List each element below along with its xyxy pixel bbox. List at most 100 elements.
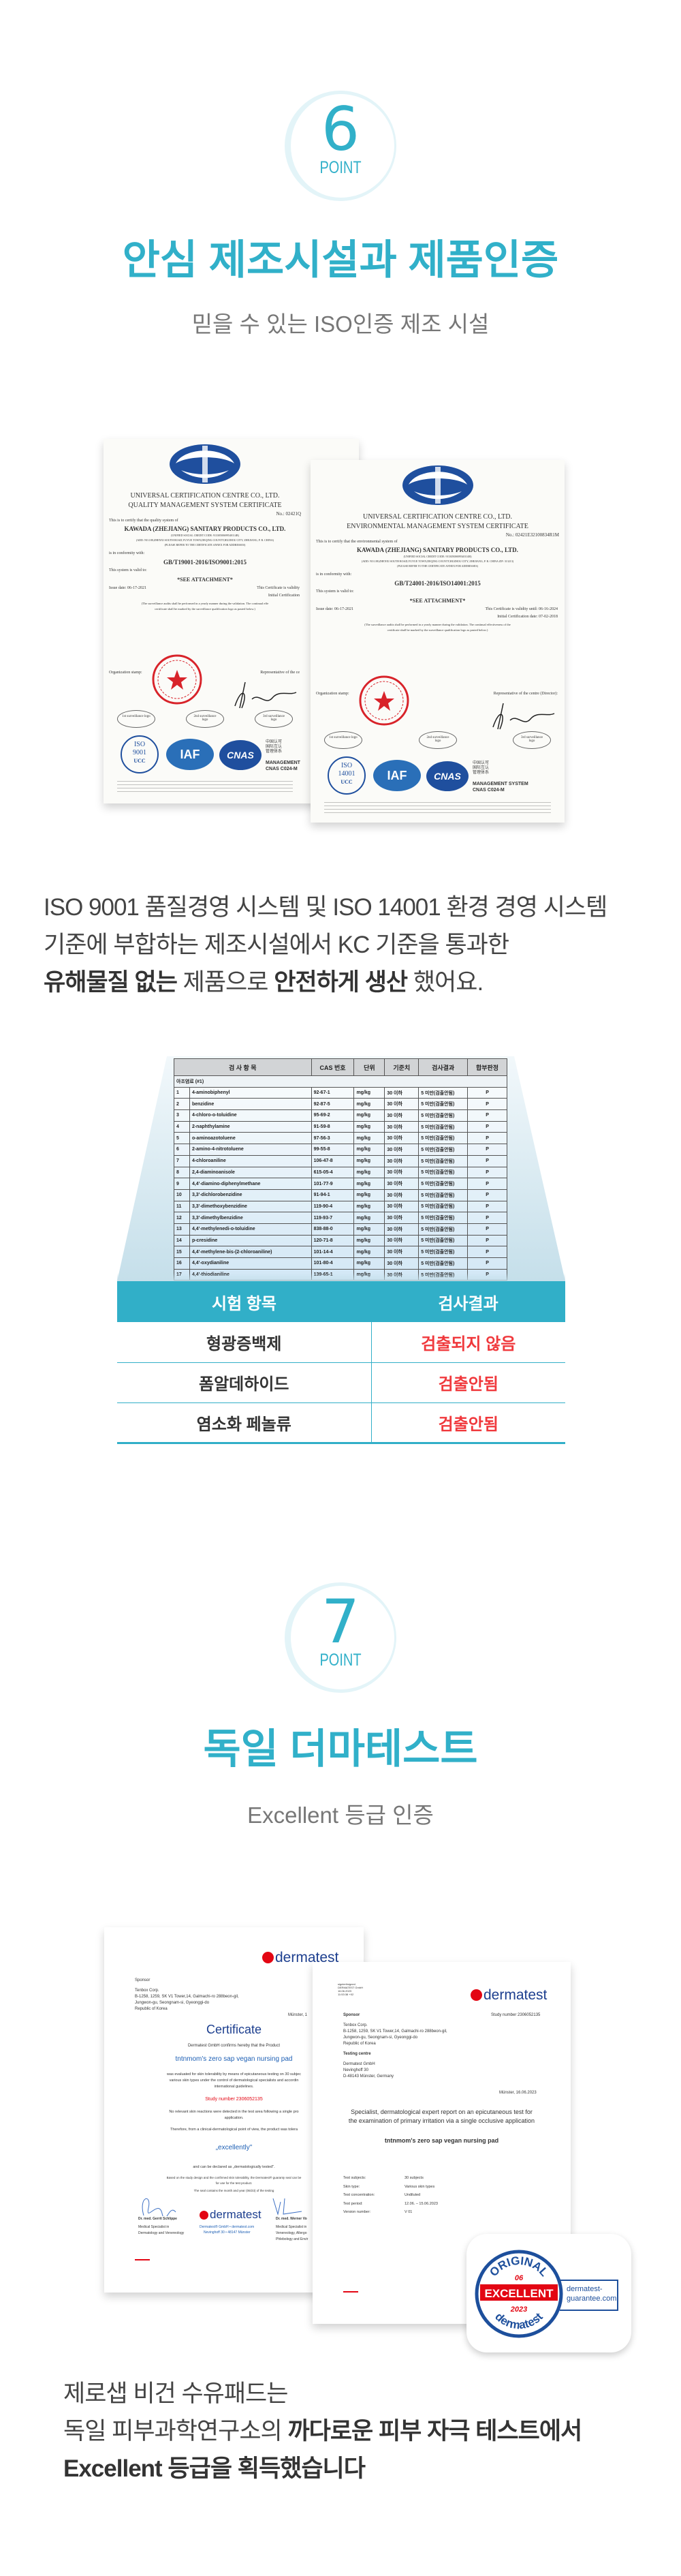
report-cell: P [467, 1234, 507, 1247]
cert-text: (ADD: NO.188,ZHENXI SOUTH ROAD,YUYUE TOW… [361, 559, 514, 563]
cert-text: is in conformity with: [109, 551, 145, 555]
report-cell: 30 이하 [384, 1120, 419, 1133]
report-cell: mg/kg [353, 1132, 385, 1145]
cert-text: and can be declared as „dermatologically… [193, 2165, 275, 2169]
sponsor-line: Jungwon-gu, Seongnam-si, Gyeonggi-do [135, 2001, 210, 2005]
report-row: 13 4,4'-methylenedi-o-toluidine 838-88-0 mg… [174, 1223, 507, 1236]
test-item: 폼알데하이드 [117, 1362, 372, 1403]
report-cell: 6 [174, 1144, 190, 1156]
cert-text: was evaluated for skin tolerability by m… [167, 2072, 301, 2076]
fact-value: Various skin types [405, 2184, 435, 2189]
test-result-table: 시험 항목 검사결과 형광증백제 검출되지 않음 폼알데하이드 검출안됨 염소화 페… [117, 1281, 565, 1444]
cert-attachment: *SEE ATTACHMENT* [409, 598, 466, 604]
management-label: MANAGEMENT SYSTEM [473, 782, 528, 786]
fact-value: 12.06. – 15.06.2023 [405, 2201, 438, 2206]
fact-value: V 01 [405, 2210, 413, 2214]
report-cell: P [467, 1212, 507, 1224]
report-cell: P [467, 1257, 507, 1270]
certificate-title: Certificate [206, 2023, 262, 2036]
report-cell: 30 이하 [384, 1257, 419, 1270]
cert-text: (PLEASE REFER TO THE CERTIFICATE ANNEX F… [397, 564, 478, 568]
cnas-logo: CNAS [219, 740, 262, 770]
report-cell: mg/kg [353, 1223, 385, 1236]
report-cell: 10 [174, 1189, 190, 1201]
facility-description: ISO 9001 품질경영 시스템 및 ISO 14001 환경 경영 시스템 … [44, 889, 607, 1001]
report-cell: 2,4-diaminoanisole [189, 1166, 312, 1179]
report-cell: mg/kg [353, 1109, 385, 1122]
report-cell: 11 [174, 1200, 190, 1213]
section-subtitle: 믿을 수 있는 ISO인증 제조 시설 [191, 311, 490, 337]
initial-date: Initial Certification date: 07-02-2018 [497, 615, 558, 619]
representative-label: Representative of the ce [260, 671, 300, 675]
report-group: 아조염료 (#1) [174, 1075, 507, 1088]
report-cell: P [467, 1109, 507, 1122]
iaf-logo: IAF [373, 760, 421, 791]
fact-value: 30 subjects [405, 2176, 424, 2180]
report-cell: 9 [174, 1178, 190, 1190]
cert-text: international guidelines. [214, 2085, 254, 2089]
report-cell: 119-93-7 [311, 1212, 355, 1224]
report-cell: benzidine [189, 1098, 312, 1111]
report-cell: 4,4'-methylenedi-o-toluidine [189, 1223, 312, 1236]
testing-centre-label: Testing centre [343, 2052, 371, 2056]
report-cell: mg/kg [353, 1086, 385, 1099]
product-name: tntnmom's zero sap vegan nursing pad [175, 2055, 293, 2063]
report-cell: 97-56-3 [311, 1132, 355, 1145]
signatory-title: Medical Specialist in [138, 2225, 170, 2229]
report-fade [117, 1273, 565, 1283]
cert-note: (The surveillance audits shall be perfor… [364, 623, 511, 626]
site-line: dermatest- [567, 2285, 603, 2293]
ucc-globe-logo [170, 444, 240, 484]
report-cell: 5 미만(검출안됨) [418, 1166, 469, 1179]
report-row: 12 3,3'-dimethylbenzidine 119-93-7 mg/kg 30 … [174, 1212, 507, 1224]
report-cell: 4-aminobiphenyl [189, 1086, 312, 1099]
sponsor-line: Jungwon-gu, Seongnam-si, Gyeonggi-do [343, 2036, 418, 2040]
report-cell: 91-59-8 [311, 1120, 355, 1133]
report-cell: 30 이하 [384, 1166, 419, 1179]
report-cell: 5 미만(검출안됨) [418, 1246, 469, 1258]
cert-text: is in conformity with: [316, 572, 352, 577]
fact-label: Test subjects: [343, 2176, 366, 2180]
director-signature [492, 703, 555, 730]
report-cell: mg/kg [353, 1144, 385, 1156]
issue-date: Issue date: 06-17-2021 [109, 586, 146, 590]
cert-text: (UNIFIED SOCIAL CREDIT CODE: 91330500699… [171, 534, 239, 537]
report-cell: 30 이하 [384, 1234, 419, 1247]
test-result: 검출안됨 [371, 1402, 565, 1444]
red-seal-stamp [152, 654, 202, 705]
section-title: 독일 더마테스트 [203, 1726, 478, 1772]
report-cell: 30 이하 [384, 1189, 419, 1201]
highlight: 안전하게 생산 [274, 969, 408, 996]
report-cell: P [467, 1178, 507, 1190]
report-cell: 120-71-8 [311, 1234, 355, 1247]
signed-note: 11:53:38 +02 [338, 1993, 354, 1996]
table-row: 형광증백제 검출되지 않음 [117, 1322, 565, 1363]
site-line: guarantee.com [567, 2295, 617, 2303]
report-cell: 5 미만(검출안됨) [418, 1098, 469, 1111]
report-cell: 30 이하 [384, 1200, 419, 1213]
report-cell: 3,3'-dichlorobenzidine [189, 1189, 312, 1201]
description-line: 독일 피부과학연구소의 까다로운 피부 자극 테스트에서 [63, 2412, 582, 2450]
signatory-name: Dr. med. Werner Vo [276, 2217, 307, 2221]
report-header: 검 사 항 목 [174, 1058, 312, 1076]
report-cell: 30 이하 [384, 1086, 419, 1099]
report-cell: P [467, 1200, 507, 1213]
report-cell: 4,4'-diamino-diphenylmethane [189, 1178, 312, 1190]
fact-label: Version number: [343, 2210, 371, 2214]
study-number: Study number 2306052135 [491, 2013, 541, 2017]
footer-fine-print [324, 802, 551, 816]
report-cell: 5 미만(검출안됨) [418, 1257, 469, 1270]
report-cell: 95-69-2 [311, 1109, 355, 1122]
report-cell: 30 이하 [384, 1132, 419, 1145]
report-cell: 5 미만(검출안됨) [418, 1086, 469, 1099]
description-line: 기준에 부합하는 제조시설에서 KC 기준을 통과한 [44, 932, 509, 958]
report-cell: 7 [174, 1154, 190, 1167]
report-title: Specialist, dermatological expert report… [351, 2109, 533, 2115]
result-header-item: 시험 항목 [117, 1281, 371, 1322]
seal-year: 2023 [510, 2305, 527, 2314]
report-row: 16 4,4'-oxydianiline 101-80-4 mg/kg 30 이하 5 미… [174, 1257, 507, 1270]
guarantee-site: dermatest- guarantee.com [560, 2280, 618, 2311]
report-cell: 92-67-1 [311, 1086, 355, 1099]
dermatest-seal-card: dermatest- guarantee.com ORIGINAL 06 EXC… [466, 2234, 631, 2352]
report-cell: P [467, 1098, 507, 1111]
